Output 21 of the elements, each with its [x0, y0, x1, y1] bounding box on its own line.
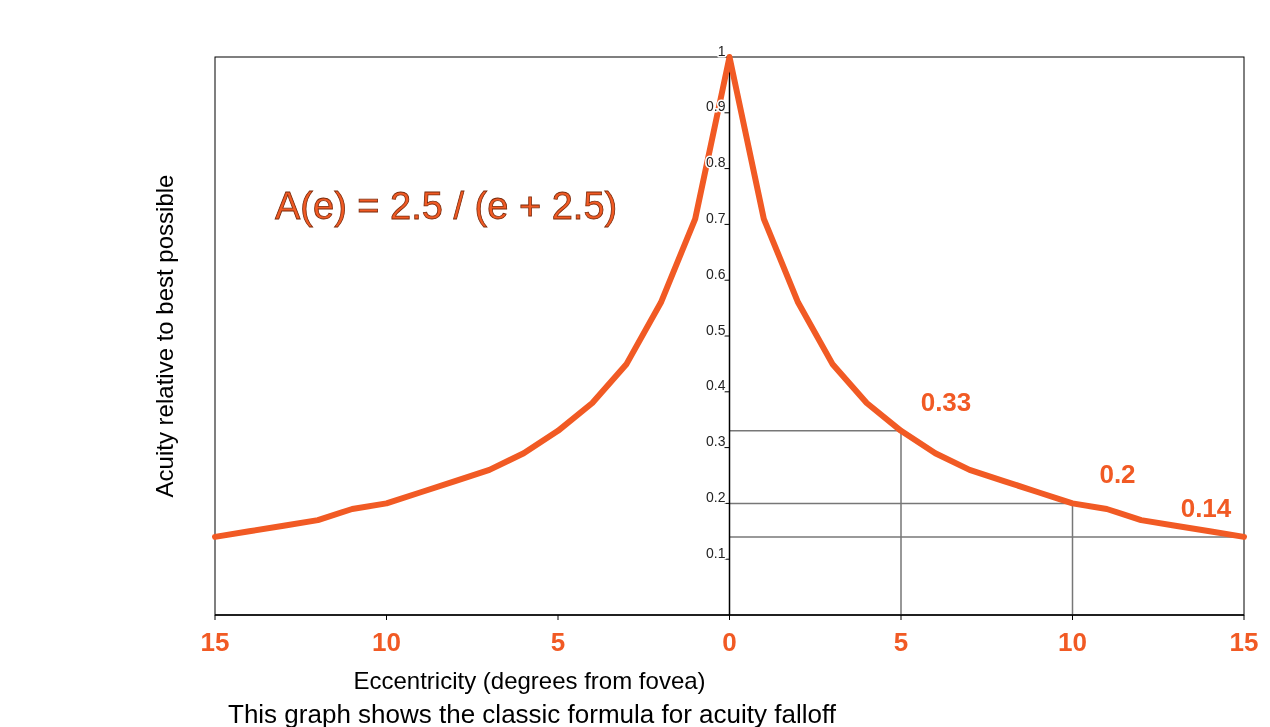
x-tick-label: 15	[1229, 627, 1259, 657]
y-tick-label: 0.1	[706, 544, 726, 561]
annotation: 0.14	[1180, 492, 1232, 523]
annotation: 0.2	[1099, 459, 1136, 490]
x-axis-title: Eccentricity (degrees from fovea)	[353, 667, 706, 694]
x-tick-label: 5	[893, 627, 909, 657]
y-tick-label: 0.4	[706, 377, 726, 394]
y-tick-label: 0.6	[706, 265, 726, 282]
y-tick-label: 0.5	[706, 321, 726, 338]
annotation: 0.33	[920, 386, 972, 417]
x-tick-label: 10	[1058, 627, 1087, 657]
x-tick-label: 15	[200, 627, 230, 657]
x-tick-label: 10	[372, 627, 401, 657]
y-tick-label: 1	[717, 42, 726, 59]
y-tick-label: 0.2	[706, 489, 726, 505]
x-tick-label: 0	[722, 627, 737, 657]
annotation: A(e) = 2.5 / (e + 2.5)	[275, 185, 618, 227]
y-tick-label: 0.3	[706, 433, 726, 450]
y-tick-label: 0.7	[706, 210, 726, 226]
x-tick-label: 5	[550, 627, 566, 657]
y-axis-title: Acuity relative to best possible	[151, 174, 178, 498]
